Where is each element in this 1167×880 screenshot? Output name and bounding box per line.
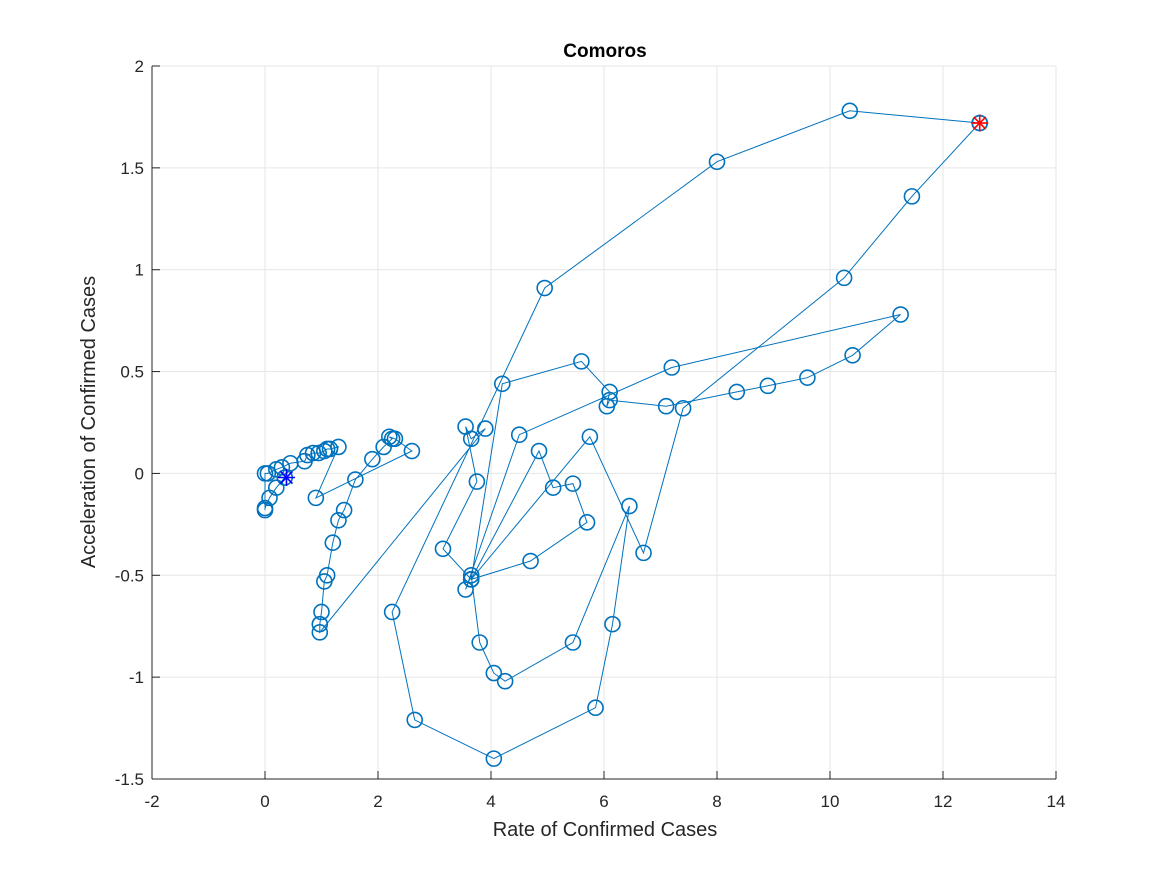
grid: [151, 65, 1057, 780]
data-point: [434, 540, 452, 558]
data-point: [601, 391, 618, 409]
data-point: [530, 442, 548, 460]
data-point: [335, 501, 353, 519]
data-point: [663, 359, 681, 376]
data-point: [657, 397, 675, 415]
data-point: [573, 353, 590, 370]
data-point: [261, 489, 278, 507]
data-point: [364, 450, 381, 468]
x-tick-label: 4: [486, 792, 495, 811]
y-axis-label: Acceleration of Confirmed Cases: [78, 276, 100, 568]
data-point: [375, 438, 392, 456]
series-line-2: [470, 122, 981, 580]
data-point: [321, 440, 339, 458]
axes: -2 0 2 4 6 8 10 12 14 -1.5 -1 -0.5 0 0.5 1 1.5 2: [115, 57, 1066, 811]
x-tick-label: 8: [712, 792, 721, 811]
end-point-marker-stroke: [973, 116, 987, 130]
y-tick-label: 0: [135, 464, 144, 483]
data-point: [581, 428, 599, 446]
data-point: [510, 426, 528, 444]
data-point: [841, 102, 859, 120]
data-point: [403, 442, 421, 460]
data-point: [522, 552, 539, 570]
x-tick-label: 0: [260, 792, 269, 811]
y-tick-label: 1.5: [120, 159, 144, 178]
data-point: [259, 465, 277, 482]
data-point: [536, 279, 553, 297]
data-point: [324, 534, 342, 551]
data-point: [578, 514, 596, 531]
data-point: [708, 153, 726, 171]
data-point: [380, 428, 398, 446]
x-axis-label: Rate of Confirmed Cases: [493, 819, 718, 841]
data-point: [347, 471, 364, 488]
data-point: [311, 624, 329, 641]
data-point: [406, 711, 424, 729]
data-point: [457, 418, 474, 435]
x-tick-label: -2: [144, 792, 159, 811]
data-point: [468, 473, 486, 490]
data-point: [799, 369, 816, 386]
y-tick-label: -0.5: [115, 566, 144, 585]
data-point: [471, 634, 489, 651]
x-tick-label: 12: [934, 792, 953, 811]
data-point: [493, 375, 511, 393]
x-tick-label: 6: [599, 792, 608, 811]
chart-title: Comoros: [563, 41, 646, 62]
y-tick-label: 2: [135, 57, 144, 76]
data-point: [903, 188, 921, 205]
data-point: [256, 501, 274, 519]
end-point-marker: [971, 114, 989, 132]
x-tick-label: 2: [373, 792, 382, 811]
data-point: [496, 672, 514, 690]
data-point: [759, 377, 777, 395]
data-point: [564, 634, 582, 651]
start-point-marker: [277, 469, 295, 487]
data-point: [485, 750, 503, 767]
data-point: [457, 581, 474, 598]
data-point: [587, 699, 604, 717]
data-point: [604, 615, 621, 633]
data-point: [635, 544, 652, 562]
data-point: [564, 475, 582, 492]
start-point-marker-stroke: [279, 470, 294, 485]
data-point: [728, 383, 746, 401]
data-point: [835, 269, 853, 287]
data-point: [462, 566, 480, 584]
data-point: [844, 346, 861, 364]
data-point: [313, 603, 330, 621]
x-tick-label: 14: [1047, 792, 1066, 811]
data-point: [544, 479, 562, 496]
data-point: [307, 489, 325, 507]
series-line-1: [264, 110, 980, 760]
data-point: [311, 615, 329, 633]
data-point: [892, 306, 909, 323]
y-tick-label: -1.5: [115, 770, 144, 789]
data-point: [383, 603, 401, 621]
data-point: [477, 420, 494, 437]
y-tick-label: 0.5: [120, 363, 144, 382]
x-tick-label: 10: [821, 792, 840, 811]
data-point: [330, 438, 347, 456]
y-tick-label: -1: [129, 668, 144, 687]
data-point: [462, 571, 480, 588]
data-point: [485, 664, 503, 682]
y-tick-label: 1: [135, 261, 144, 280]
data-point: [330, 511, 347, 529]
plot-area: [256, 102, 989, 767]
data-point: [674, 399, 692, 417]
data-point: [316, 573, 333, 590]
data-point: [273, 459, 291, 476]
